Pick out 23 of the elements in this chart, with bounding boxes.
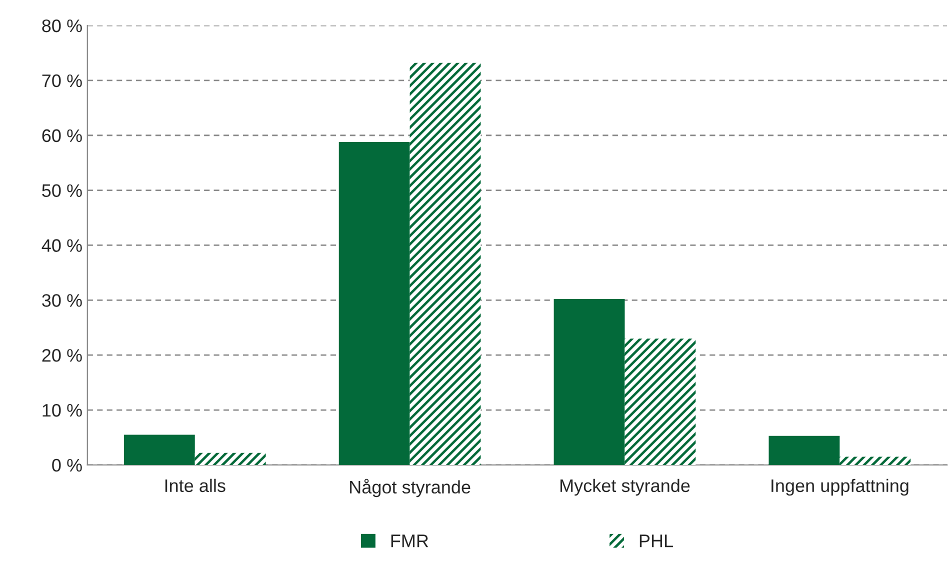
bar [124, 434, 195, 465]
bar [338, 142, 410, 465]
y-tick-label: 70 % [42, 74, 82, 88]
bar [624, 338, 696, 465]
y-tick-label: 10 % [42, 404, 82, 417]
bar [554, 299, 625, 465]
x-tick-label: Något styrande [350, 478, 470, 498]
y-tick-label: 50 % [42, 184, 82, 198]
y-tick-label: 20 % [42, 349, 82, 362]
legend-label: FMR [391, 534, 428, 548]
bar [194, 452, 266, 465]
bar [768, 436, 840, 465]
bar [840, 456, 911, 465]
y-tick-label: 0 % [52, 458, 82, 472]
legend-label: PHL [640, 534, 673, 548]
x-tick-label: Mycket styrande [560, 478, 690, 496]
y-tick-label: 40 % [42, 239, 82, 252]
bar [410, 62, 481, 465]
x-tick-label: Inte alls [165, 478, 226, 492]
x-tick-label: Ingen uppfattning [772, 478, 908, 496]
y-tick-label: 80 % [42, 19, 82, 32]
y-tick-label: 30 % [42, 294, 82, 307]
y-tick-label: 60 % [42, 129, 82, 142]
